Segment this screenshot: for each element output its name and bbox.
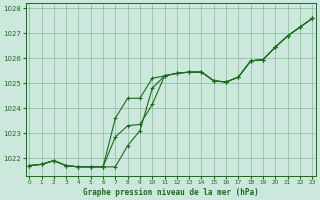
X-axis label: Graphe pression niveau de la mer (hPa): Graphe pression niveau de la mer (hPa) — [83, 188, 259, 197]
